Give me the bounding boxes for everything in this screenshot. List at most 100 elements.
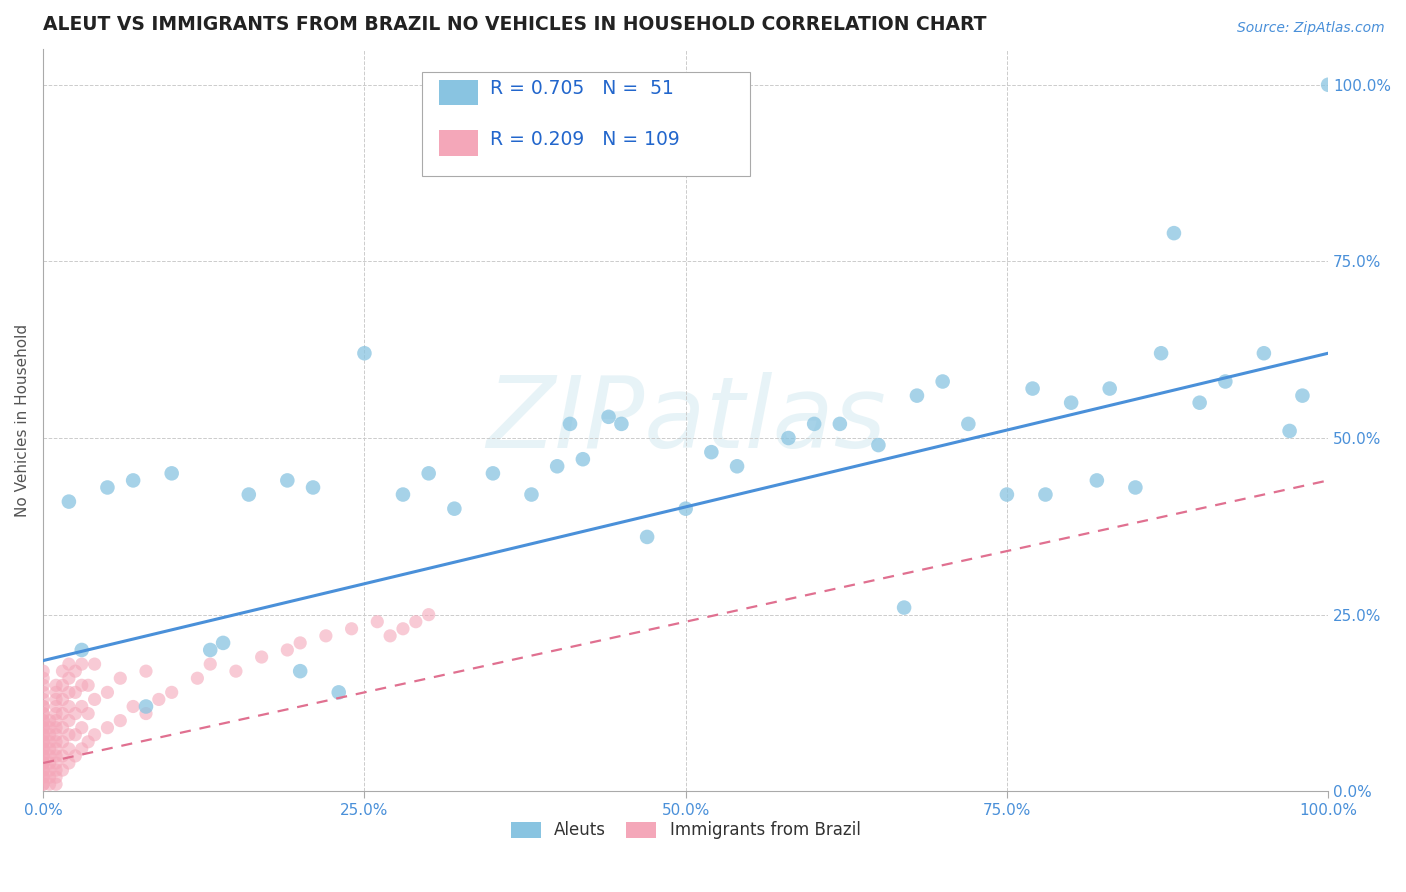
Point [1291, 389, 1313, 403]
Point [38, 721, 60, 735]
Point [482, 467, 505, 481]
Legend: Aleuts, Immigrants from Brazil: Aleuts, Immigrants from Brazil [505, 814, 868, 846]
Point [51, 706, 73, 721]
Point [250, 650, 273, 665]
Point [828, 417, 851, 431]
Point [70, 742, 93, 756]
Point [45, 699, 67, 714]
Point [610, 417, 633, 431]
Point [931, 375, 953, 389]
Point [32, 671, 55, 685]
Point [58, 685, 80, 699]
Point [328, 685, 350, 699]
Point [96, 685, 118, 699]
Point [58, 671, 80, 685]
Point [58, 657, 80, 672]
Point [32, 735, 55, 749]
Point [290, 636, 312, 650]
Point [32, 728, 55, 742]
Point [45, 714, 67, 728]
Point [58, 742, 80, 756]
Point [32, 706, 55, 721]
Point [868, 438, 890, 452]
Point [778, 431, 800, 445]
Point [65, 664, 87, 678]
Point [110, 714, 132, 728]
Point [45, 692, 67, 706]
Point [58, 728, 80, 742]
Point [58, 699, 80, 714]
Point [83, 728, 105, 742]
Point [1098, 382, 1121, 396]
Point [65, 685, 87, 699]
Point [32, 770, 55, 784]
Point [45, 763, 67, 777]
Point [340, 622, 363, 636]
Point [32, 714, 55, 728]
Point [1085, 474, 1108, 488]
Point [135, 706, 157, 721]
Point [1035, 487, 1057, 501]
Point [1278, 424, 1301, 438]
Point [675, 501, 697, 516]
Point [38, 770, 60, 784]
Point [32, 748, 55, 763]
Point [32, 721, 55, 735]
Point [32, 706, 55, 721]
Point [32, 748, 55, 763]
Point [45, 685, 67, 699]
Point [302, 480, 325, 494]
Point [200, 643, 222, 657]
Point [58, 756, 80, 770]
Point [32, 692, 55, 706]
Text: Source: ZipAtlas.com: Source: ZipAtlas.com [1237, 21, 1385, 35]
Text: ALEUT VS IMMIGRANTS FROM BRAZIL NO VEHICLES IN HOUSEHOLD CORRELATION CHART: ALEUT VS IMMIGRANTS FROM BRAZIL NO VEHIC… [44, 15, 987, 34]
Point [122, 474, 145, 488]
Point [45, 748, 67, 763]
Point [1317, 78, 1340, 92]
FancyBboxPatch shape [422, 71, 749, 176]
Point [1125, 480, 1147, 494]
Point [58, 494, 80, 508]
Point [96, 480, 118, 494]
Point [1060, 395, 1083, 409]
Point [1021, 382, 1043, 396]
Point [366, 615, 388, 629]
Point [32, 742, 55, 756]
Point [905, 389, 928, 403]
Point [32, 756, 55, 770]
Point [32, 699, 55, 714]
Point [520, 487, 543, 501]
Point [32, 728, 55, 742]
Point [32, 777, 55, 791]
Point [558, 417, 581, 431]
FancyBboxPatch shape [439, 80, 478, 105]
Point [893, 600, 915, 615]
Point [995, 487, 1018, 501]
Point [45, 742, 67, 756]
Y-axis label: No Vehicles in Household: No Vehicles in Household [15, 324, 30, 517]
Point [110, 671, 132, 685]
Point [45, 777, 67, 791]
Point [392, 487, 415, 501]
Point [572, 452, 595, 467]
Point [70, 657, 93, 672]
Point [598, 409, 620, 424]
Point [65, 728, 87, 742]
Point [148, 692, 170, 706]
Point [77, 735, 100, 749]
Point [378, 629, 401, 643]
Point [32, 685, 55, 699]
Point [135, 699, 157, 714]
Point [276, 643, 298, 657]
Text: R = 0.705   N =  51: R = 0.705 N = 51 [491, 79, 675, 98]
Point [1163, 226, 1185, 240]
Point [160, 685, 183, 699]
Point [38, 742, 60, 756]
Point [45, 735, 67, 749]
Point [38, 756, 60, 770]
Point [32, 742, 55, 756]
Point [1188, 395, 1211, 409]
Point [290, 664, 312, 678]
Point [212, 636, 235, 650]
